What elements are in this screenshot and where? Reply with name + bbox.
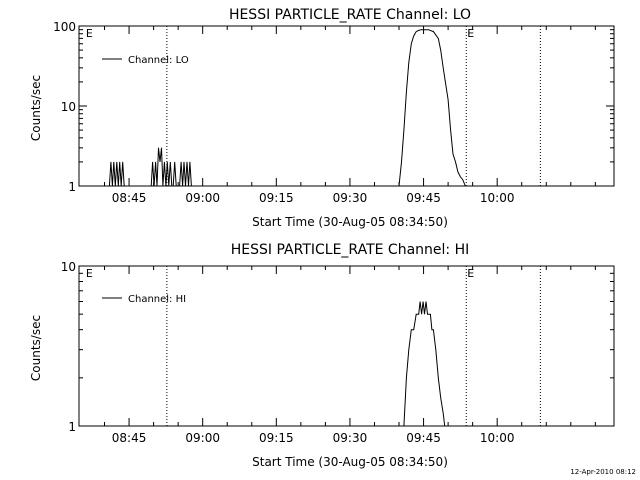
x-tick-label: 08:45 [112, 431, 147, 445]
x-axis-label-lo: Start Time (30-Aug-05 08:34:50) [252, 215, 448, 229]
x-tick-label: 10:00 [480, 191, 515, 205]
y-tick-label: 10 [61, 260, 76, 274]
y-axis-label-lo: Counts/sec [29, 75, 43, 141]
x-tick-label: 09:15 [259, 191, 294, 205]
chart-panel-lo: HESSI PARTICLE_RATE Channel: LO Start Ti… [29, 7, 615, 229]
x-tick-label: 09:00 [185, 431, 220, 445]
legend-label-lo: Channel: LO [128, 55, 189, 66]
plot-frame [78, 25, 615, 187]
plot-frame [78, 265, 615, 427]
x-tick-label: 09:00 [185, 191, 220, 205]
y-tick-label: 1 [68, 420, 76, 434]
event-marker-label: E [467, 267, 474, 280]
x-tick-label: 09:45 [406, 191, 441, 205]
event-marker-label: E [467, 27, 474, 40]
event-marker-label: E [86, 267, 93, 280]
x-tick-label: 08:45 [112, 191, 147, 205]
event-marker-label: E [86, 27, 93, 40]
chart-title-hi: HESSI PARTICLE_RATE Channel: HI [231, 242, 469, 258]
x-tick-label: 09:30 [333, 431, 368, 445]
series-line [108, 29, 466, 187]
generated-timestamp: 12-Apr-2010 08:12 [570, 468, 636, 476]
y-tick-label: 1 [68, 180, 76, 194]
chart-panel-hi: HESSI PARTICLE_RATE Channel: HI Start Ti… [29, 242, 615, 469]
x-tick-label: 09:15 [259, 431, 294, 445]
y-tick-label: 100 [53, 20, 76, 34]
legend-label-hi: Channel: HI [128, 294, 186, 305]
x-axis-label-hi: Start Time (30-Aug-05 08:34:50) [252, 455, 448, 469]
y-axis-label-hi: Counts/sec [29, 315, 43, 381]
x-tick-label: 10:00 [480, 431, 515, 445]
chart-title-lo: HESSI PARTICLE_RATE Channel: LO [229, 7, 471, 23]
x-tick-label: 09:30 [333, 191, 368, 205]
x-tick-label: 09:45 [406, 431, 441, 445]
series-line [403, 301, 446, 427]
y-tick-label: 10 [61, 100, 76, 114]
